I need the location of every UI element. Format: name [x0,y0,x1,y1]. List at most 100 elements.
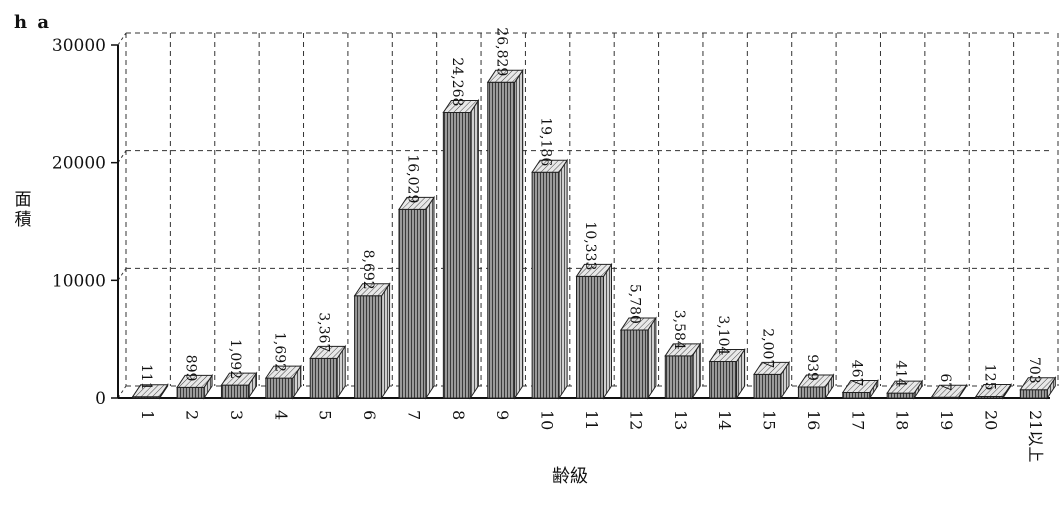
value-label: 5,780 [626,284,642,324]
bar-top [797,374,835,388]
bar-top [708,348,746,362]
value-label: 2,007 [760,328,776,368]
gridline-connector [117,385,127,399]
value-label: 24,268 [449,57,465,106]
bar-group [353,282,391,400]
bar [664,355,693,399]
bars [131,68,1057,400]
bar-top [486,69,524,83]
x-tick-label: 11 [582,410,601,430]
bar-top [398,196,435,210]
bar-top [1019,377,1057,391]
bar [620,329,649,399]
bar-side [647,316,657,400]
x-tick-label: 2 [183,410,202,420]
bar [487,81,516,399]
value-label: 125 [981,364,997,391]
bar-group [664,342,702,400]
bar [354,295,383,399]
value-label: 703 [1026,357,1042,384]
bar-group [708,347,746,400]
value-label: 3,584 [671,310,687,350]
bar-group [131,383,169,400]
y-axis-title: 面積 [14,190,32,230]
bar-side [425,195,435,400]
x-tick-label: 14 [715,410,734,430]
bar-group [531,158,569,400]
bar-top [575,263,613,277]
bar-top [930,384,968,398]
bar [842,392,871,399]
x-tick-label: 21以上 [1026,410,1045,462]
labels: 0100002000030000111189921,09231,69243,36… [52,27,1045,462]
bar-group [974,382,1012,400]
bar-side [603,262,612,400]
bar-top [264,365,302,379]
bar [176,386,205,399]
bar-top [309,345,347,359]
x-axis-title: 齢級 [552,466,588,487]
bar-top [531,159,569,173]
x-tick-label: 4 [271,410,290,420]
bar-side [381,282,391,400]
bar [576,275,604,399]
value-label: 899 [183,355,199,382]
bar-top [619,317,657,331]
x-tick-label: 7 [404,410,423,420]
bar-group [619,316,657,400]
bar-group [930,383,968,400]
bar-group [797,373,835,400]
x-tick-label: 13 [671,410,690,430]
value-label: 111 [138,364,154,391]
bar-top [974,384,1012,398]
x-tick-label: 19 [937,410,956,430]
x-tick-label: 12 [626,410,645,430]
value-label: 16,029 [404,154,420,203]
bar [1019,389,1048,399]
bar-group [220,371,258,400]
bar [709,360,738,399]
value-label: 3,104 [715,315,731,355]
bar-top [131,384,169,398]
bar [797,386,826,399]
x-tick-label: 18 [893,410,912,430]
bar-top [220,372,258,386]
value-label: 19,186 [538,117,554,166]
bar-top [353,283,391,297]
gridline-connector [117,150,127,163]
value-label: 467 [848,360,864,387]
bar-group [753,360,790,400]
bar-group [398,195,435,400]
y-unit-label: h a [14,12,52,33]
bar-group [886,379,924,400]
gridline-connector [117,268,127,281]
bar-group [486,68,524,400]
bar [398,208,427,399]
value-label: 26,829 [493,27,509,76]
bar-top [176,374,214,388]
x-tick-label: 20 [981,410,1000,430]
bar-group [442,98,480,400]
bar [442,111,471,399]
value-label: 1,692 [271,332,287,372]
x-tick-label: 8 [449,410,468,420]
x-tick-label: 1 [138,410,157,420]
x-tick-label: 9 [493,410,512,420]
bar-group [841,378,879,400]
x-tick-label: 5 [316,410,335,420]
x-tick-label: 16 [804,410,823,430]
y-tick-label: 0 [95,389,106,409]
x-tick-label: 6 [360,410,379,420]
y-tick-label: 30000 [52,36,106,56]
value-label: 8,692 [360,250,376,290]
bar-top [753,361,790,375]
y-tick-label: 10000 [52,271,106,291]
bar-side [558,158,568,400]
bar-top [841,380,879,394]
x-tick-label: 3 [227,410,246,420]
bar-group [309,344,347,400]
value-label: 414 [893,360,909,387]
value-label: 939 [804,354,820,381]
bar-top [664,343,702,357]
